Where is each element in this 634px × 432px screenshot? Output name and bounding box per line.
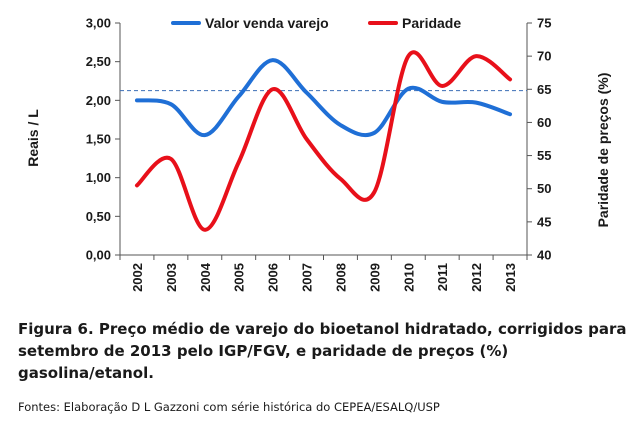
- left-tick-label: 2,00: [86, 93, 111, 108]
- x-tick-label: 2007: [300, 263, 315, 292]
- x-tick-label: 2008: [333, 263, 348, 292]
- x-tick-label: 2004: [198, 262, 213, 292]
- series-line-valor-venda-varejo: [134, 58, 513, 138]
- left-tick-label: 0,00: [86, 248, 111, 263]
- right-tick-label: 55: [537, 148, 551, 163]
- right-tick-label: 40: [537, 248, 551, 263]
- right-y-axis: 40 45 50 55 60 65 70 75: [526, 16, 551, 263]
- x-tick-label: 2003: [164, 263, 179, 292]
- left-tick-label: 3,00: [86, 16, 111, 31]
- plot-area: [120, 50, 527, 232]
- x-tick-label: 2002: [130, 263, 145, 292]
- x-tick-label: 2010: [401, 263, 416, 292]
- left-y-axis: 0,00 0,50 1,00 1,50 2,00 2,50 3,00: [86, 16, 121, 263]
- legend-label: Paridade: [402, 15, 461, 31]
- x-tick-label: 2005: [232, 263, 247, 292]
- legend-label: Valor venda varejo: [205, 15, 329, 31]
- legend: Valor venda varejo Paridade: [171, 15, 461, 31]
- left-tick-label: 1,00: [86, 170, 111, 185]
- series-line-paridade: [134, 50, 513, 232]
- left-axis-title: Reais / L: [25, 109, 41, 167]
- figure-caption: Figura 6. Preço médio de varejo do bioet…: [18, 320, 627, 382]
- right-axis-title: Paridade de preços (%): [595, 73, 611, 228]
- left-tick-label: 0,50: [86, 209, 111, 224]
- right-tick-label: 45: [537, 214, 551, 229]
- right-tick-label: 65: [537, 82, 551, 97]
- right-tick-label: 70: [537, 49, 551, 64]
- right-tick-label: 50: [537, 181, 551, 196]
- right-tick-label: 60: [537, 115, 551, 130]
- x-tick-label: 2012: [469, 263, 484, 292]
- source-note: Fontes: Elaboração D L Gazzoni com série…: [18, 400, 440, 414]
- x-tick-label: 2009: [367, 263, 382, 292]
- x-tick-label: 2013: [503, 263, 518, 292]
- x-axis: 2002 2003 2004 2005 2006 2007 2008 2009 2010 2011…: [119, 254, 528, 292]
- left-tick-label: 2,50: [86, 54, 111, 69]
- right-tick-label: 75: [537, 16, 551, 31]
- left-tick-label: 1,50: [86, 132, 111, 147]
- x-tick-label: 2006: [266, 263, 281, 292]
- chart: 0,00 0,50 1,00 1,50 2,00 2,50 3,00 40 45 50 55 60 6…: [25, 15, 611, 292]
- x-tick-label: 2011: [435, 263, 450, 291]
